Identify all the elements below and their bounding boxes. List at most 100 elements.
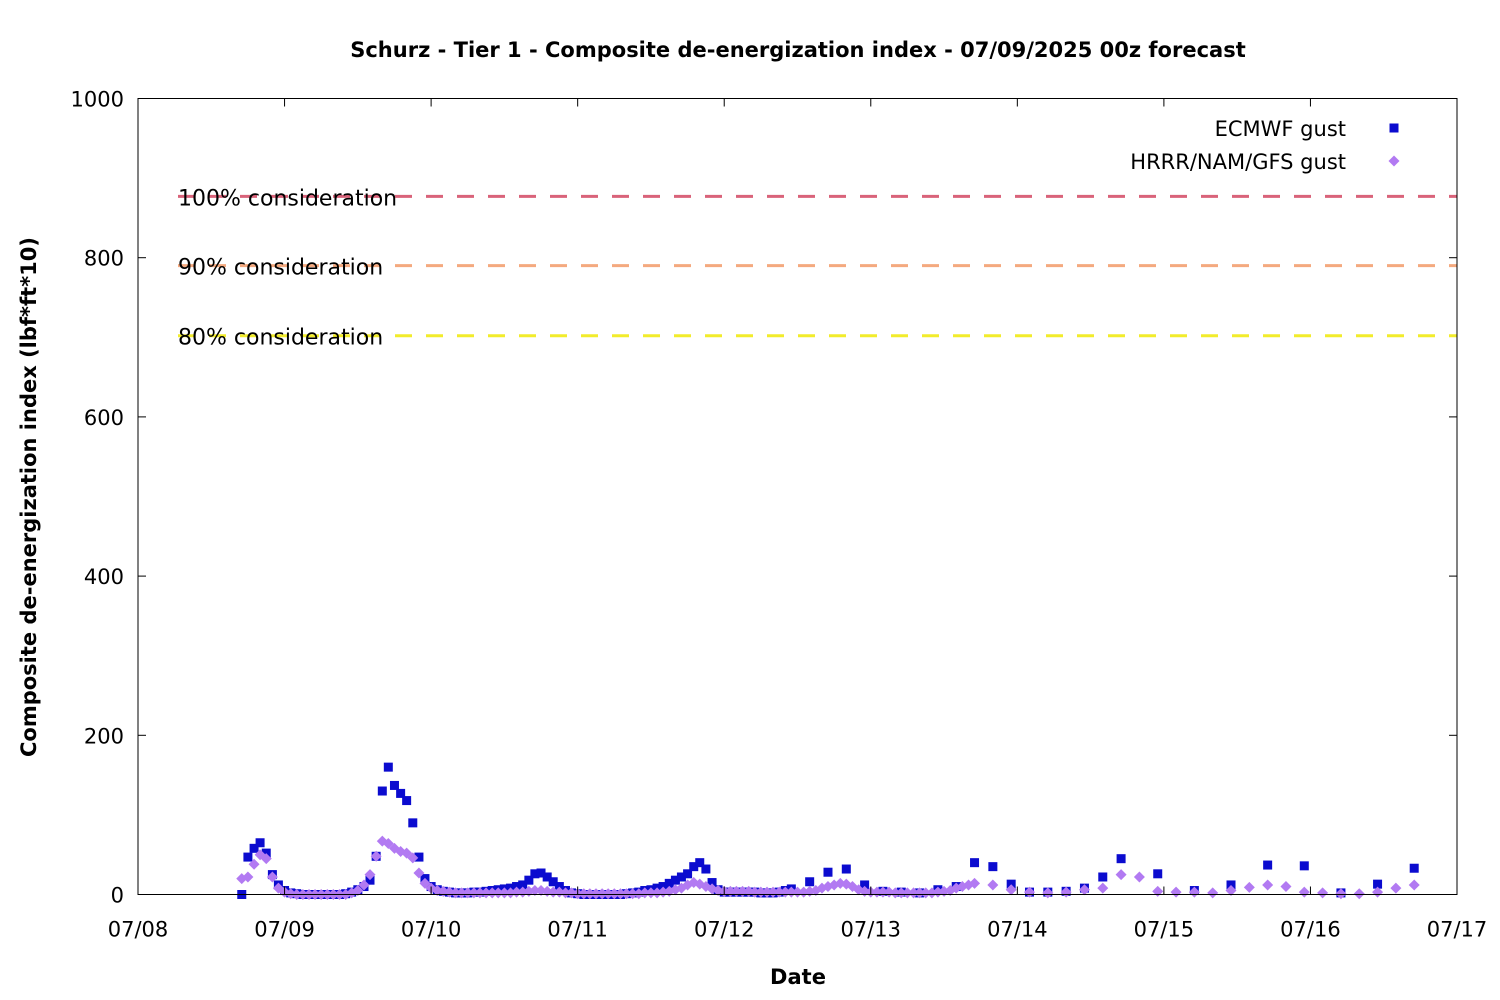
x-tick-label: 07/08 [108,918,169,942]
data-point [1078,884,1090,896]
data-point [658,882,668,892]
data-point [462,887,474,899]
data-point [1225,885,1237,897]
data-point [249,843,259,853]
data-point [396,788,406,798]
data-point [560,887,572,899]
data-point [596,888,608,900]
data-point [1353,888,1365,900]
y-tick-label: 0 [111,884,124,908]
data-point [414,852,424,862]
y-tick-label: 400 [84,565,124,589]
data-point [889,887,901,899]
y-axis: 0 200 400 600 800 1000 [71,88,1457,908]
x-axis: 07/08 07/09 07/10 07/11 07/12 07/13 07/14 07/15… [108,98,1488,942]
data-point [261,848,271,858]
data-point [512,882,522,892]
data-point [243,852,253,862]
plot-frame [137,98,1458,895]
data-point [498,887,510,899]
data-point [1097,882,1109,894]
data-point [1133,871,1145,883]
threshold-label: 90% consideration [178,256,383,281]
data-point [860,880,870,890]
data-point [1373,879,1383,889]
data-point [701,864,711,874]
data-point [529,885,541,897]
data-point [364,869,376,881]
data-point [664,878,674,888]
data-point [377,786,387,796]
data-point [988,862,998,872]
data-point [486,887,498,899]
data-point [590,888,602,900]
data-point [1042,887,1054,899]
data-point [402,796,412,806]
data-point [578,888,590,900]
x-tick-label: 07/13 [841,918,902,942]
data-point [542,872,552,882]
x-tick-label: 07/09 [254,918,315,942]
data-point [908,887,920,899]
data-point [505,887,517,899]
data-point [676,872,686,882]
data-point [456,887,468,899]
data-point [474,887,486,899]
data-point [841,864,851,874]
data-point [548,877,558,887]
data-point [1390,882,1402,894]
data-point [1115,869,1127,881]
data-point [707,878,717,888]
data-point [969,877,981,889]
data-point [407,852,419,864]
data-point [266,871,278,883]
data-point [1098,872,1108,882]
data-point [689,862,699,872]
legend-label: ECMWF gust [1215,117,1346,141]
data-point [920,887,932,899]
data-point [627,888,639,900]
x-tick-label: 07/14 [987,918,1048,942]
data-point [480,887,492,899]
data-point [608,888,620,900]
data-point [645,887,657,899]
data-point [895,887,907,899]
data-point [1262,879,1274,891]
x-tick-label: 07/16 [1280,918,1341,942]
data-point [242,871,254,883]
data-point [914,887,926,899]
x-tick-label: 07/17 [1427,918,1488,942]
data-point [383,762,393,772]
data-point [1243,881,1255,893]
data-point [536,868,546,878]
data-point [389,780,399,790]
data-point [1409,863,1419,873]
data-point [614,888,626,900]
legend-label: HRRR/NAM/GFS gust [1130,150,1346,174]
data-point [695,858,705,868]
data-point [450,887,462,899]
data-point [260,853,272,865]
threshold-label: 100% consideration [178,186,397,211]
data-point [1299,861,1309,871]
data-point [358,879,370,891]
data-point [602,888,614,900]
data-point [823,867,833,877]
data-point [492,887,504,899]
data-point [255,838,265,848]
data-point [1207,887,1219,899]
data-point [1116,854,1126,864]
x-axis-label: Date [770,965,826,989]
data-point [584,888,596,900]
data-point [639,887,651,899]
data-point [1006,879,1016,889]
legend-swatch [1389,123,1399,133]
chart-title: Schurz - Tier 1 - Composite de-energizat… [350,38,1246,62]
data-point [352,885,364,897]
y-tick-label: 600 [84,406,124,430]
data-point [370,850,382,862]
legend: ECMWF gust HRRR/NAM/GFS gust [1130,117,1400,174]
data-point [518,880,528,890]
data-point [365,875,375,885]
